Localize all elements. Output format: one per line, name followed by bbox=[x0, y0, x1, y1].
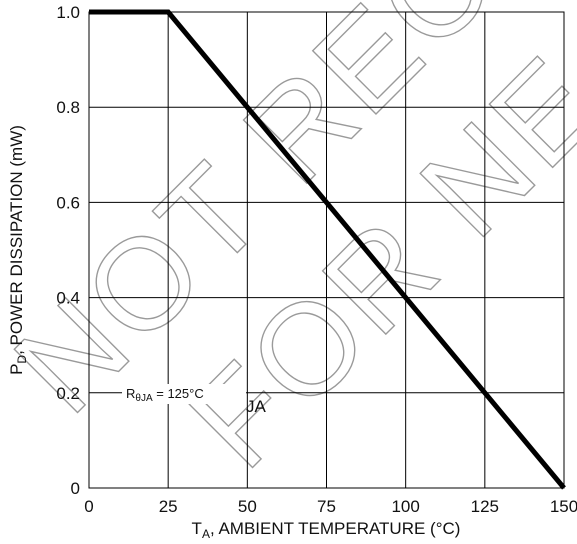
x-tick-label: 25 bbox=[159, 497, 178, 516]
y-tick-label: 0.4 bbox=[56, 289, 80, 308]
x-axis-title-sub: A bbox=[202, 527, 210, 541]
rtheta-label: RθJA = 125°C bbox=[126, 386, 204, 404]
x-axis-title-rest: , AMBIENT TEMPERATURE (°C) bbox=[210, 519, 461, 538]
series-line-0 bbox=[89, 9, 566, 490]
y-tick-label: 0 bbox=[71, 479, 80, 498]
x-tick-label: 0 bbox=[84, 497, 93, 516]
y-tick-label: 1.0 bbox=[56, 3, 80, 22]
x-tick-label: 100 bbox=[391, 497, 419, 516]
y-axis-title: PD, POWER DISSIPATION (mW) bbox=[7, 125, 29, 375]
ja-label: JA bbox=[246, 397, 267, 416]
x-axis-title: TA, AMBIENT TEMPERATURE (°C) bbox=[192, 519, 461, 541]
rtheta-main: R bbox=[126, 386, 135, 401]
x-axis-title-main: T bbox=[192, 519, 202, 538]
y-tick-label: 0.2 bbox=[56, 384, 80, 403]
rtheta-label-bg bbox=[122, 384, 246, 404]
plot-frame bbox=[88, 11, 565, 489]
y-tick-label: 0.8 bbox=[56, 98, 80, 117]
grid bbox=[89, 12, 564, 488]
x-tick-label: 125 bbox=[471, 497, 499, 516]
x-tick-label: 150 bbox=[550, 497, 577, 516]
rtheta-annotation: RθJA = 125°C JA bbox=[122, 384, 267, 416]
x-tick-label: 75 bbox=[317, 497, 336, 516]
series-group bbox=[89, 9, 566, 490]
y-axis-title-main: P bbox=[7, 364, 26, 375]
rtheta-rest: = 125°C bbox=[153, 386, 204, 401]
rtheta-sub: θJA bbox=[135, 393, 153, 404]
x-tick-label: 50 bbox=[238, 497, 257, 516]
x-tick-labels: 0 25 50 75 100 125 150 bbox=[84, 497, 577, 516]
watermark: NOT REC FOR NE bbox=[0, 0, 577, 495]
y-axis-title-rest: , POWER DISSIPATION (mW) bbox=[7, 125, 26, 355]
y-axis-title-sub: D bbox=[15, 355, 29, 364]
y-tick-labels: 0 0.2 0.4 0.6 0.8 1.0 bbox=[56, 3, 80, 498]
y-tick-label: 0.6 bbox=[56, 193, 80, 212]
